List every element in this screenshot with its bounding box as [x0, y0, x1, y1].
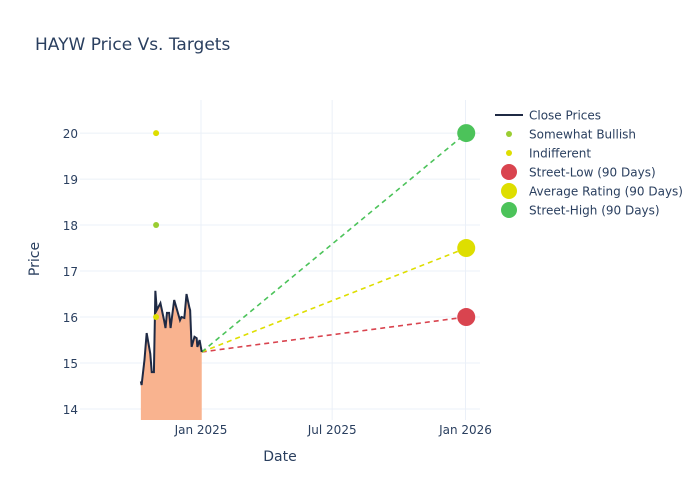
y-axis-ticks: 14 15 16 17 18 19 20 — [63, 127, 78, 417]
target-dashed-line — [201, 247, 467, 353]
legend-label: Average Rating (90 Days) — [529, 185, 683, 199]
y-tick-label: 18 — [63, 219, 78, 233]
close-price-line — [139, 290, 203, 386]
legend-marker-symbol — [501, 164, 517, 180]
legend-label: Street-High (90 Days) — [529, 204, 660, 218]
y-tick-label: 17 — [63, 265, 78, 279]
legend-label: Indifferent — [529, 147, 591, 161]
legend-marker-symbol — [506, 131, 512, 137]
y-tick-label: 19 — [63, 173, 78, 187]
x-tick-label: Jan 2026 — [438, 423, 492, 437]
x-tick-label: Jan 2025 — [174, 423, 228, 437]
legend-marker-symbol — [501, 202, 517, 218]
legend: Close Prices Somewhat Bullish Indifferent S… — [495, 109, 683, 218]
plot-area — [139, 124, 476, 420]
analyst-rating-point — [153, 130, 160, 137]
y-tick-label: 15 — [63, 357, 78, 371]
legend-label: Somewhat Bullish — [529, 128, 636, 142]
target-point — [457, 308, 476, 327]
target-dashed-line — [201, 316, 467, 353]
target-point — [457, 239, 476, 258]
x-axis-title: Date — [263, 449, 296, 465]
x-axis-ticks: Jan 2025 Jul 2025 Jan 2026 — [174, 423, 492, 437]
y-axis-title: Price — [27, 242, 43, 276]
x-tick-label: Jul 2025 — [307, 423, 357, 437]
legend-label: Street-Low (90 Days) — [529, 166, 656, 180]
analyst-rating-point — [153, 314, 160, 321]
y-tick-label: 16 — [63, 311, 78, 325]
legend-marker-symbol — [506, 150, 512, 156]
close-price-area — [140, 290, 202, 420]
chart-title: HAYW Price Vs. Targets — [35, 35, 230, 55]
target-point — [457, 124, 476, 143]
y-tick-label: 20 — [63, 127, 78, 141]
analyst-rating-point — [153, 222, 160, 229]
gridlines — [80, 100, 480, 420]
legend-marker-symbol — [501, 183, 517, 199]
target-dashed-line — [201, 132, 467, 353]
y-tick-label: 14 — [63, 403, 78, 417]
legend-label: Close Prices — [529, 109, 601, 123]
